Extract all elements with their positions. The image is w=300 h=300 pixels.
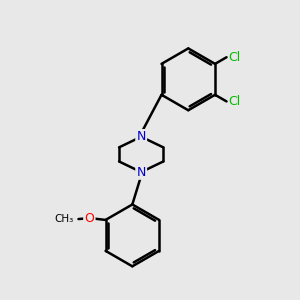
Text: N: N (136, 166, 146, 178)
Text: CH₃: CH₃ (54, 214, 74, 224)
Text: O: O (84, 212, 94, 225)
Text: Cl: Cl (228, 51, 240, 64)
Text: N: N (136, 130, 146, 143)
Text: Cl: Cl (228, 95, 240, 108)
